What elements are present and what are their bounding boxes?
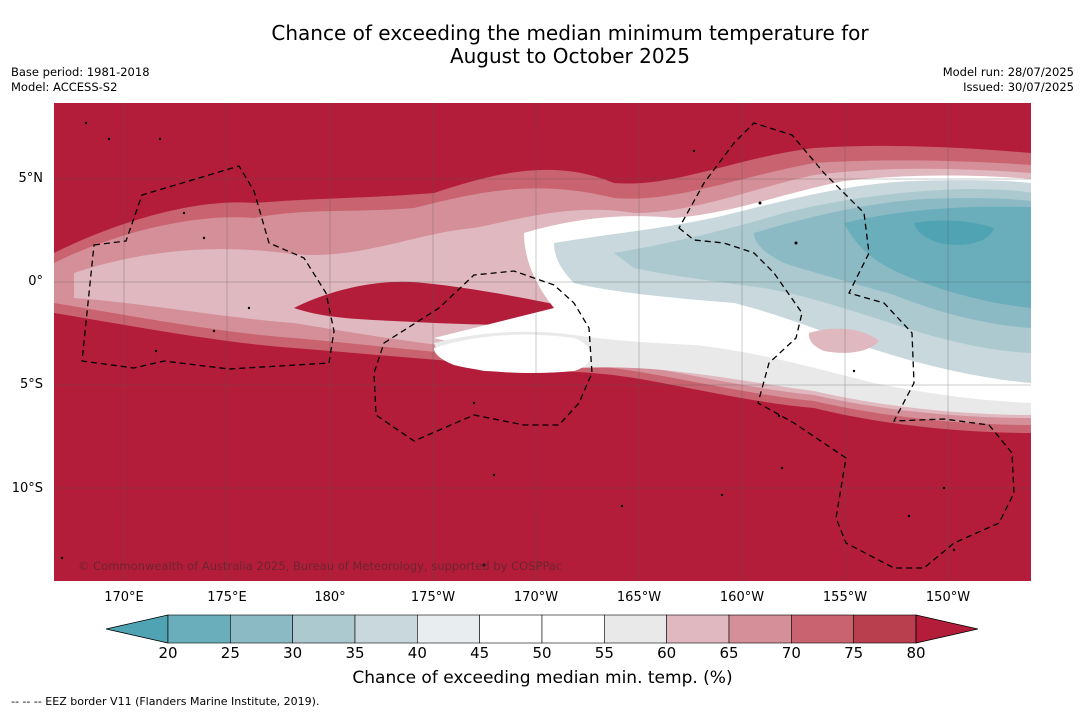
lon-label-150w: 150°W bbox=[925, 590, 971, 605]
colorbar-tick-label: 70 bbox=[781, 644, 801, 662]
colorbar-tick-label: 40 bbox=[407, 644, 427, 662]
colorbar-cell bbox=[417, 614, 480, 644]
colorbar-tick-label: 30 bbox=[283, 644, 303, 662]
colorbar-tick-label: 20 bbox=[158, 644, 178, 662]
colorbar-cell bbox=[791, 614, 854, 644]
colorbar-cell bbox=[292, 614, 356, 644]
colorbar-cell bbox=[604, 614, 667, 644]
lat-label-10s: 10°S bbox=[11, 481, 43, 496]
colorbar-tick-label: 55 bbox=[594, 644, 614, 662]
colorbar-cell bbox=[541, 614, 605, 644]
copyright-notice: © Commonwealth of Australia 2025, Bureau… bbox=[78, 559, 563, 573]
colorbar-cell bbox=[354, 614, 418, 644]
colorbar-cell bbox=[728, 614, 792, 644]
colorbar-tick-label: 60 bbox=[657, 644, 677, 662]
lon-label-170e: 170°E bbox=[104, 590, 144, 605]
colorbar-cell bbox=[853, 614, 917, 644]
lon-label-155w: 155°W bbox=[822, 590, 868, 605]
eez-borders bbox=[81, 122, 1015, 569]
colorbar-tick-label: 35 bbox=[345, 644, 365, 662]
colorbar-tick-label: 80 bbox=[906, 644, 926, 662]
colorbar-cells bbox=[106, 614, 978, 644]
issued-date: Issued: 30/07/2025 bbox=[963, 80, 1074, 94]
lon-label-175w: 175°W bbox=[410, 590, 456, 605]
lon-label-170w: 170°W bbox=[513, 590, 559, 605]
colorbar-cell bbox=[167, 614, 231, 644]
colorbar-low-extend bbox=[106, 614, 169, 644]
eez-legend-footnote: -- -- -- EEZ border V11 (Flanders Marine… bbox=[11, 695, 320, 708]
probability-map bbox=[54, 103, 1031, 581]
colorbar-tick-label: 25 bbox=[220, 644, 240, 662]
colorbar-tick-label: 75 bbox=[844, 644, 864, 662]
colorbar-cell bbox=[666, 614, 730, 644]
colorbar-cell bbox=[230, 614, 293, 644]
colorbar-cell bbox=[479, 614, 543, 644]
band-20 bbox=[914, 220, 994, 245]
meta-right: Model run: 28/07/2025 Issued: 30/07/2025 bbox=[943, 65, 1074, 95]
lat-label-5s: 5°S bbox=[19, 377, 43, 392]
colorbar-tick-label: 45 bbox=[470, 644, 490, 662]
title-line-2: August to October 2025 bbox=[449, 44, 691, 68]
lon-label-160w: 160°W bbox=[719, 590, 765, 605]
islands bbox=[60, 121, 956, 567]
title-line-1: Chance of exceeding the median minimum t… bbox=[271, 21, 869, 45]
model-name: Model: ACCESS-S2 bbox=[11, 80, 118, 94]
colorbar-high-extend bbox=[915, 614, 978, 644]
base-period: Base period: 1981-2018 bbox=[11, 65, 150, 79]
map-title: Chance of exceeding the median minimum t… bbox=[0, 22, 1085, 68]
south-white-pool bbox=[434, 334, 591, 373]
map-area bbox=[54, 103, 1031, 581]
colorbar-tick-label: 65 bbox=[719, 644, 739, 662]
colorbar-label: Chance of exceeding median min. temp. (%… bbox=[352, 668, 733, 688]
lon-label-175e: 175°E bbox=[207, 590, 247, 605]
lon-label-165w: 165°W bbox=[616, 590, 662, 605]
model-run: Model run: 28/07/2025 bbox=[942, 65, 1074, 79]
graticule bbox=[54, 103, 1031, 581]
lat-label-5n: 5°N bbox=[18, 171, 44, 186]
meta-left: Base period: 1981-2018 Model: ACCESS-S2 bbox=[11, 65, 150, 95]
colorbar bbox=[106, 614, 978, 644]
lon-label-180: 180° bbox=[314, 590, 346, 605]
pink-patch bbox=[808, 328, 879, 353]
lat-label-0: 0° bbox=[28, 274, 43, 289]
colorbar-tick-label: 50 bbox=[532, 644, 552, 662]
